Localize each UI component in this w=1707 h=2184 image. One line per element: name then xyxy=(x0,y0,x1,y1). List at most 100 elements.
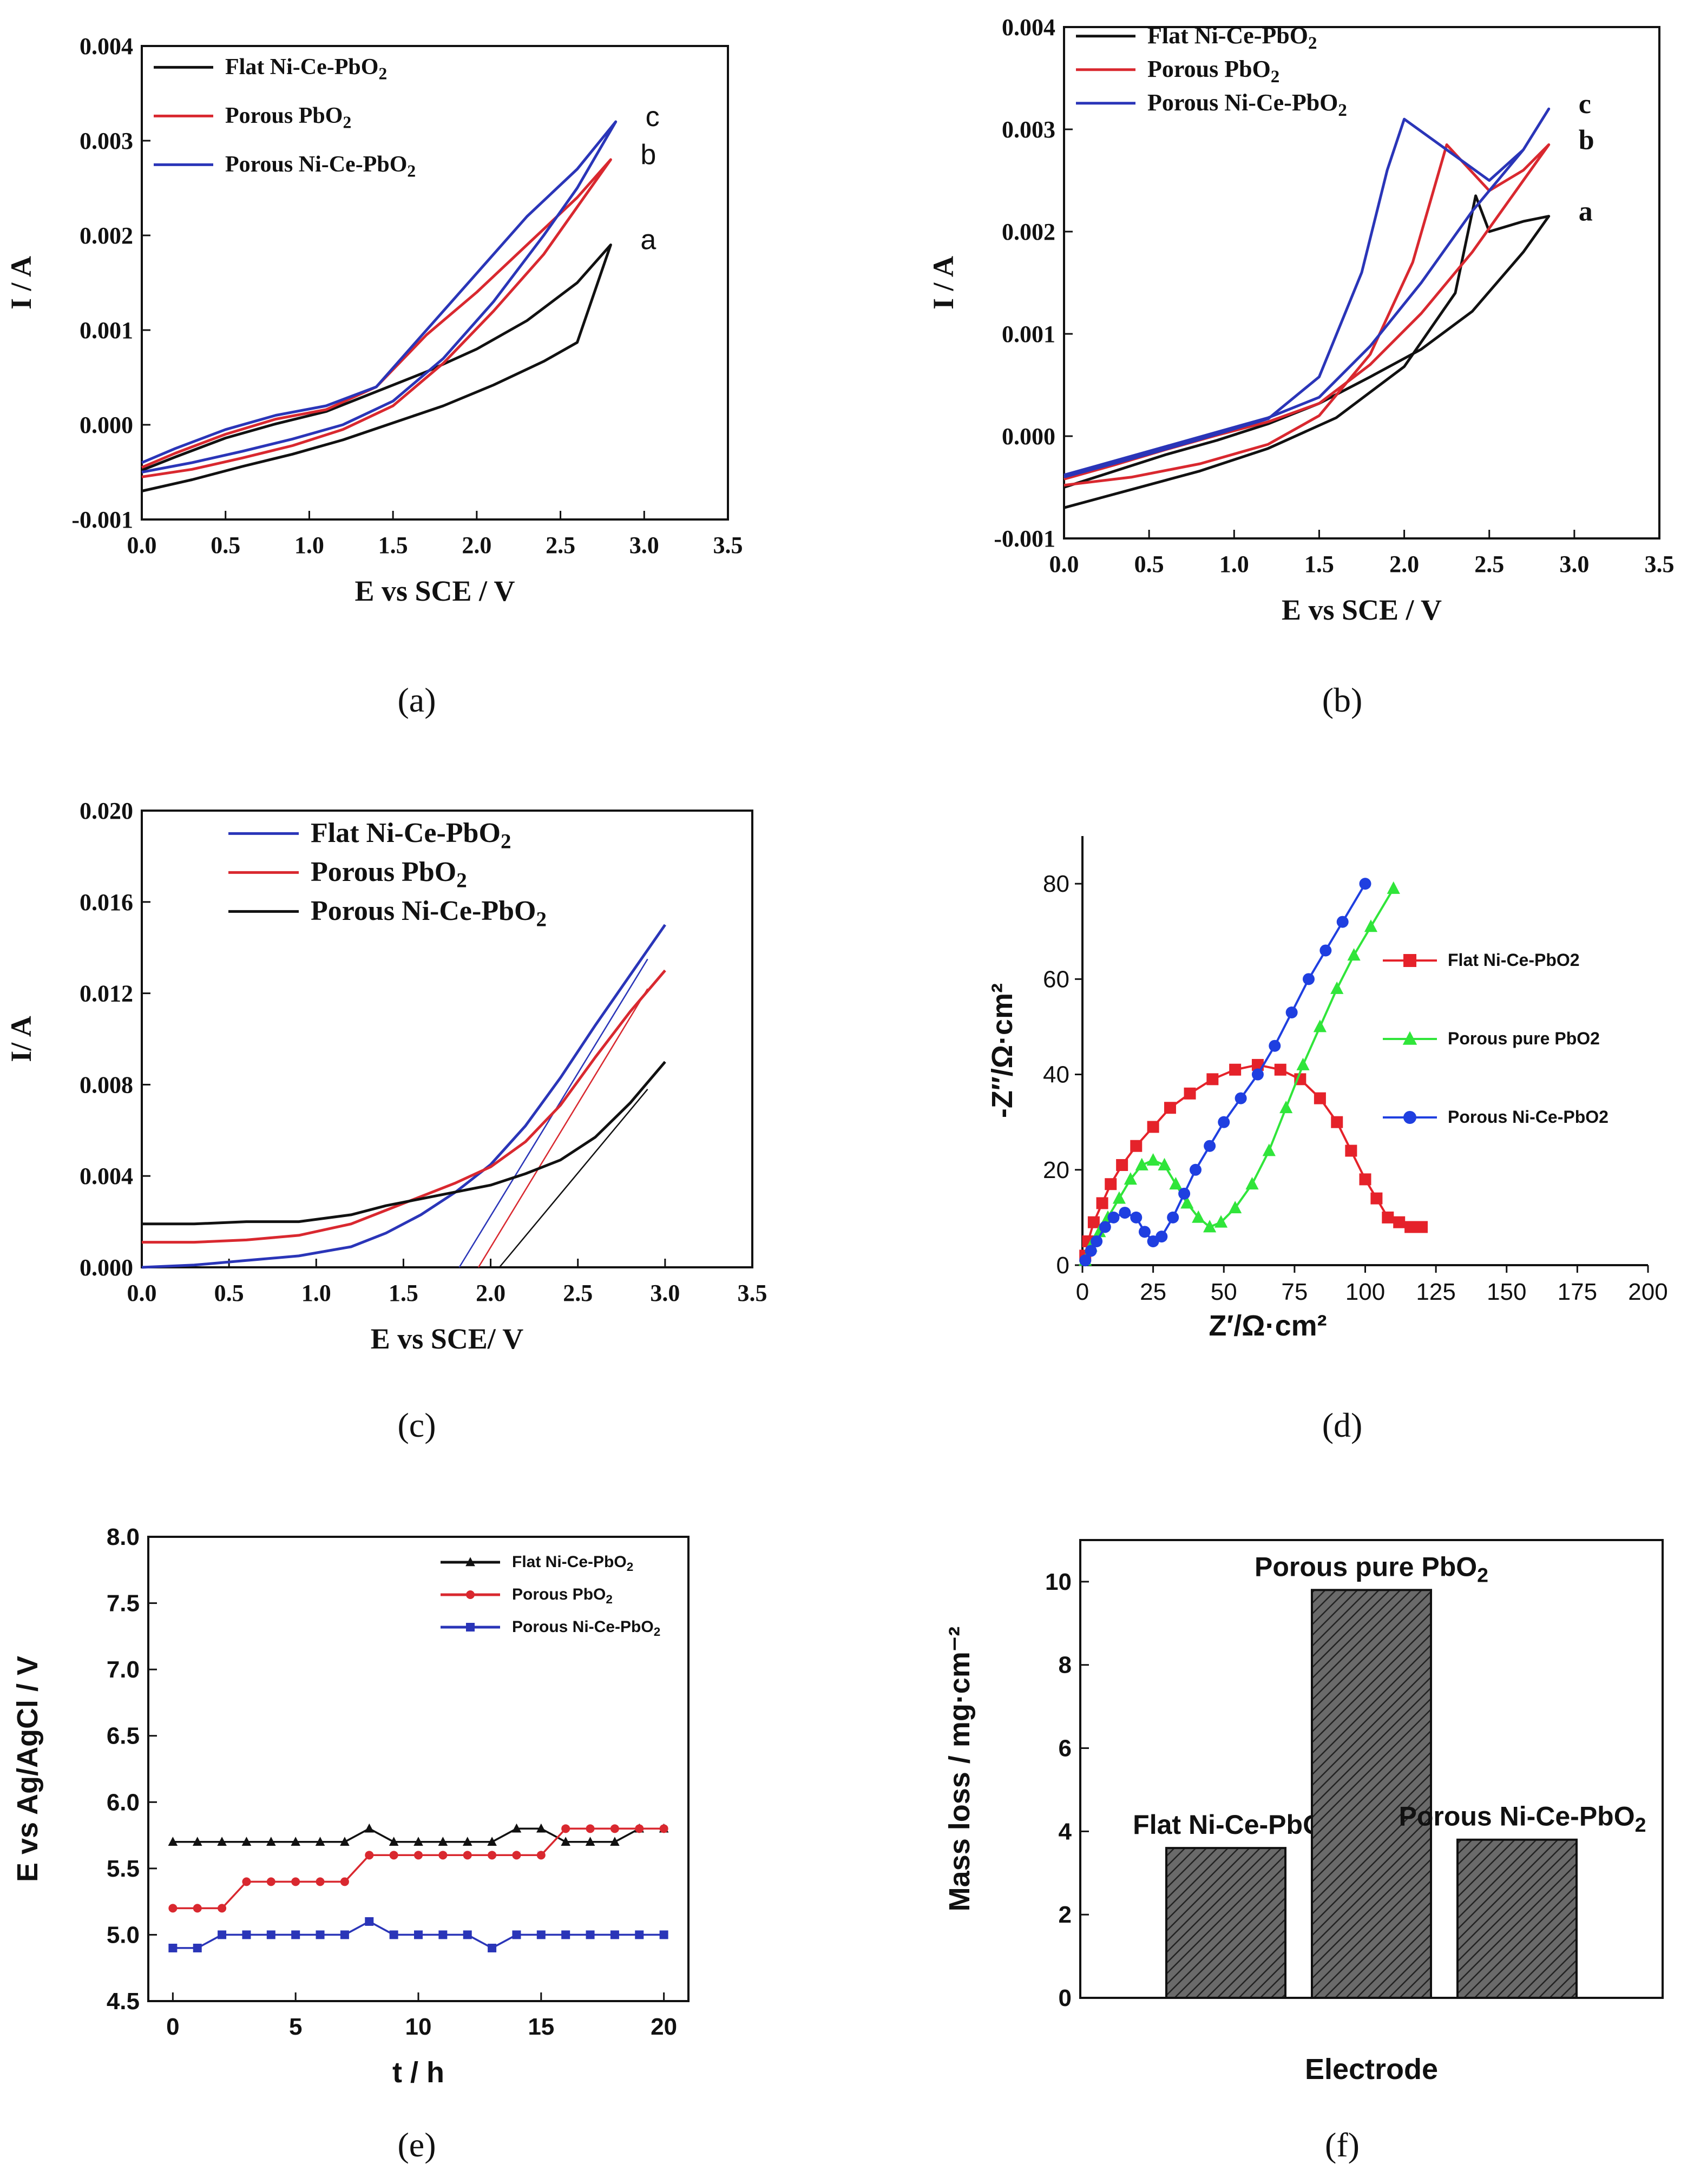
panel-e-data-point xyxy=(242,1930,251,1939)
panel-c-y-tick-label: 0.008 xyxy=(80,1071,133,1098)
panel-d-data-point xyxy=(1214,1215,1228,1228)
panel-c-x-tick-label: 0.5 xyxy=(214,1280,244,1306)
panel-c-x-tick-label: 1.0 xyxy=(301,1280,331,1306)
panel-d-legend-label-2: Porous pure PbO2 xyxy=(1448,1029,1600,1048)
panel-b-x-tick-label: 1.0 xyxy=(1219,551,1249,577)
panel-c-y-tick-label: 0.020 xyxy=(80,798,133,824)
panel-e-legend-marker-1 xyxy=(465,1557,475,1567)
panel-a-y-tick-label: 0.002 xyxy=(80,222,133,249)
panel-e-data-point xyxy=(365,1917,374,1926)
panel-b-x-tick-label: 1.5 xyxy=(1304,551,1334,577)
panel-b-legend-label-3: Porous Ni-Ce-PbO2​ xyxy=(1147,89,1347,120)
panel-f-bar-label-1: Flat Ni-Ce-PbO2​ xyxy=(1133,1810,1335,1844)
panel-a-curve-label-c: c xyxy=(646,101,660,133)
panel-d-series-line-1 xyxy=(1084,1063,1422,1256)
panel-d-data-point xyxy=(1124,1172,1137,1185)
panel-e-data-point xyxy=(316,1930,325,1939)
panel-d-x-tick-label: 50 xyxy=(1211,1279,1237,1305)
panel-c-tangent-line xyxy=(477,988,648,1268)
panel-d-data-point xyxy=(1229,1201,1242,1214)
panel-f-y-tick-label: 10 xyxy=(1045,1569,1072,1595)
panel-d-x-tick-label: 100 xyxy=(1345,1279,1385,1305)
panel-d-data-point xyxy=(1279,1101,1293,1114)
panel-d-y-tick-label: 20 xyxy=(1043,1157,1069,1183)
panel-f-y-tick-label: 4 xyxy=(1059,1818,1072,1845)
panel-b-y-tick-label: 0.004 xyxy=(1002,14,1055,41)
panel-d-data-point xyxy=(1330,981,1344,994)
panel-e-data-point xyxy=(414,1930,423,1939)
panel-f-x-axis-label: Electrode xyxy=(1305,2053,1438,2086)
panel-a-y-axis-label: I / A xyxy=(5,256,37,310)
panel-c-x-tick-label: 3.0 xyxy=(650,1280,680,1306)
panel-e-data-point xyxy=(266,1837,276,1846)
panel-e-legend-label-3: Porous Ni-Ce-PbO2​ xyxy=(512,1618,660,1639)
panel-c-polarization-chart: 0.0 0.5 1.0 1.5 2.0 2.5 3.0 3.5 0.000 0.004 0.008 0… xyxy=(5,798,767,1355)
panel-d-data-point xyxy=(1296,1057,1310,1070)
panel-a-curve-label-a: a xyxy=(640,225,656,256)
panel-e-data-point xyxy=(610,1837,620,1846)
panel-e-x-tick-label: 0 xyxy=(166,2014,179,2040)
panel-c-x-tick-label: 2.0 xyxy=(476,1280,505,1306)
panel-b-series-line-1 xyxy=(1063,194,1551,509)
panel-e-data-point xyxy=(192,1837,202,1846)
panel-f-y-tick-label: 0 xyxy=(1059,1985,1072,2011)
panel-d-data-point xyxy=(1218,1116,1230,1128)
panel-e-data-point xyxy=(536,1930,546,1939)
panel-d-data-point xyxy=(1314,1092,1326,1104)
panel-e-potential-time-chart: 0 5 10 15 20 4.5 5.0 5.5 6.0 6.5 7.0 7.5 8.0 t / h E v… xyxy=(11,1524,690,2089)
panel-d-data-point xyxy=(1130,1140,1143,1152)
panel-e-legend-label-1: Flat Ni-Ce-PbO2​ xyxy=(512,1553,633,1574)
panel-f-bar-label-2: Porous pure PbO2​ xyxy=(1255,1551,1488,1586)
panel-a-series-line-3 xyxy=(141,120,618,473)
panel-e-x-axis-label: t / h xyxy=(392,2056,444,2089)
panel-d-data-point xyxy=(1347,948,1361,961)
panel-e-data-point xyxy=(168,1837,178,1846)
panel-b-cv-chart: 0.0 0.5 1.0 1.5 2.0 2.5 3.0 3.5 -0.001 0.000 0.001… xyxy=(927,14,1675,626)
panel-e-data-point xyxy=(365,1851,374,1860)
panel-d-data-point xyxy=(1158,1157,1171,1170)
panel-d-data-point xyxy=(1203,1220,1217,1233)
panel-e-data-point xyxy=(463,1851,472,1860)
panel-c-x-tick-label: 2.5 xyxy=(563,1280,593,1306)
panel-d-data-point xyxy=(1130,1211,1143,1223)
panel-e-y-tick-label: 8.0 xyxy=(107,1524,140,1550)
panel-d-series-line-3 xyxy=(1084,883,1367,1261)
panel-d-data-point xyxy=(1180,1196,1194,1209)
panel-e-x-tick-label: 20 xyxy=(651,2014,677,2040)
panel-e-data-point xyxy=(561,1824,570,1833)
panel-d-data-point xyxy=(1331,1116,1343,1128)
panel-e-data-point xyxy=(463,1930,472,1939)
caption-a: (a) xyxy=(397,681,436,719)
panel-c-y-tick-label: 0.016 xyxy=(80,889,133,916)
caption-b: (b) xyxy=(1322,681,1363,719)
panel-d-data-point xyxy=(1382,1211,1394,1223)
panel-e-data-point xyxy=(413,1837,423,1846)
panel-d-data-point xyxy=(1093,1225,1106,1238)
panel-f-y-tick-label: 8 xyxy=(1059,1652,1072,1679)
panel-e-data-point xyxy=(340,1837,350,1846)
panel-c-x-tick-label: 1.5 xyxy=(389,1280,418,1306)
panel-d-y-tick-label: 80 xyxy=(1043,871,1069,897)
panel-d-x-tick-label: 75 xyxy=(1281,1279,1308,1305)
panel-c-x-axis-label: E vs SCE/ V xyxy=(371,1323,524,1355)
panel-d-legend-marker-3 xyxy=(1403,1111,1416,1124)
panel-d-data-point xyxy=(1085,1245,1097,1257)
panel-c-legend-label-3: Porous Ni-Ce-PbO2​ xyxy=(311,896,547,931)
panel-f-y-axis-label: Mass loss / mg·cm⁻² xyxy=(943,1627,976,1912)
panel-a-plot-frame xyxy=(141,45,729,521)
panel-e-data-point xyxy=(291,1930,300,1939)
panel-d-data-point xyxy=(1345,1144,1357,1157)
panel-d-legend-label-1: Flat Ni-Ce-PbO2 xyxy=(1448,950,1580,970)
panel-e-data-point xyxy=(168,1904,178,1913)
panel-e-data-point xyxy=(218,1930,227,1939)
panel-b-y-axis-label: I / A xyxy=(927,256,960,310)
panel-c-series-line-3 xyxy=(142,1061,666,1226)
panel-d-data-point xyxy=(1112,1191,1126,1204)
panel-b-y-tick-label: 0.003 xyxy=(1002,116,1055,143)
panel-b-legend-label-2: Porous PbO2​ xyxy=(1147,56,1279,87)
panel-e-legend-marker-2 xyxy=(466,1590,475,1599)
panel-d-data-point xyxy=(1404,1221,1417,1233)
panel-d-data-point xyxy=(1105,1178,1117,1190)
panel-a-curve-label-b: b xyxy=(640,139,656,170)
panel-d-x-tick-label: 0 xyxy=(1076,1279,1089,1305)
